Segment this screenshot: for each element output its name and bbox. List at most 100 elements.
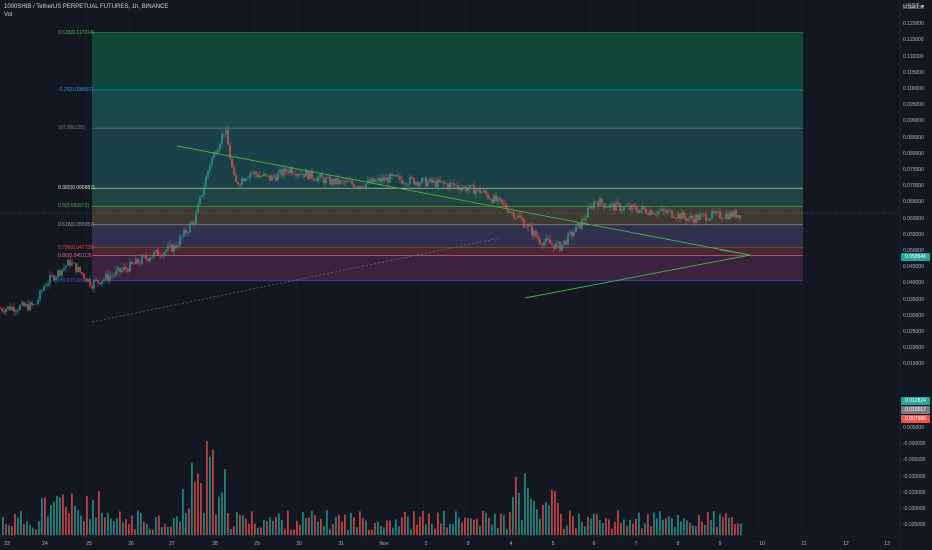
volume-bar bbox=[5, 524, 7, 535]
dashed-trend-line bbox=[91, 237, 501, 323]
candle-body bbox=[359, 186, 361, 188]
candle-body bbox=[731, 212, 733, 217]
volume-bar bbox=[326, 510, 328, 535]
symbol-title[interactable]: 1000SHIB / TetherUS PERPETUAL FUTURES, 1… bbox=[4, 4, 169, 10]
volume-bar bbox=[677, 514, 679, 535]
candle-body bbox=[177, 245, 179, 248]
candle-body bbox=[57, 270, 59, 278]
date-axis-tick: 2 bbox=[424, 541, 428, 547]
candle-body bbox=[149, 258, 151, 261]
volume-axis-tick: -0.005000 bbox=[903, 457, 926, 464]
volume-bar bbox=[692, 525, 694, 535]
candle-body bbox=[239, 184, 241, 186]
candle-body bbox=[379, 178, 381, 182]
candle-body bbox=[455, 185, 457, 186]
volume-bar bbox=[710, 520, 712, 535]
volume-bar bbox=[644, 523, 646, 535]
volume-bar bbox=[374, 522, 376, 535]
volume-bar bbox=[194, 482, 196, 535]
candle-body bbox=[241, 178, 243, 185]
candle-body bbox=[17, 309, 19, 311]
candle-body bbox=[615, 202, 617, 211]
candle-body bbox=[575, 226, 577, 233]
volume-bar bbox=[131, 515, 133, 535]
volume-bar bbox=[278, 513, 280, 535]
candle-body bbox=[143, 256, 145, 257]
volume-bar bbox=[287, 510, 289, 535]
price-axis-tick: 0.085000 bbox=[903, 134, 924, 141]
candle-body bbox=[507, 208, 509, 213]
candle-body bbox=[509, 211, 511, 213]
candle-body bbox=[367, 179, 369, 184]
volume-bar bbox=[104, 517, 106, 535]
candle-body bbox=[403, 183, 405, 184]
candle-body bbox=[413, 178, 415, 185]
candle-body bbox=[571, 232, 573, 236]
volume-bar bbox=[662, 519, 664, 535]
volume-bar bbox=[449, 523, 451, 535]
candle-body bbox=[639, 209, 641, 213]
candle-body bbox=[497, 197, 499, 202]
volume-bar bbox=[296, 520, 298, 535]
date-axis-tick: Nov bbox=[379, 541, 389, 547]
candle-body bbox=[7, 306, 9, 309]
candle-body bbox=[319, 174, 321, 178]
candle-body bbox=[577, 223, 579, 227]
candle-body bbox=[709, 218, 711, 221]
candle-body bbox=[185, 229, 187, 233]
volume-bar bbox=[164, 524, 166, 535]
candle-body bbox=[13, 307, 15, 312]
candle-body bbox=[171, 244, 173, 252]
volume-bar bbox=[380, 526, 382, 535]
volume-bar bbox=[497, 527, 499, 535]
candle-body bbox=[325, 177, 327, 184]
candle-body bbox=[237, 182, 239, 185]
currency-selector[interactable]: USDT ▾ bbox=[903, 3, 924, 10]
price-axis-tick: 0.095000 bbox=[903, 102, 924, 109]
volume-bar bbox=[581, 521, 583, 535]
volume-bar bbox=[680, 521, 682, 535]
volume-bar bbox=[71, 493, 73, 535]
volume-bar bbox=[74, 505, 76, 535]
candle-body bbox=[157, 250, 159, 256]
candle-body bbox=[581, 219, 583, 229]
candle-body bbox=[657, 211, 659, 215]
volume-bar bbox=[80, 515, 82, 535]
candle-body bbox=[235, 174, 237, 183]
volume-bar bbox=[308, 517, 310, 535]
candle-body bbox=[595, 201, 597, 203]
candle-body bbox=[409, 176, 411, 184]
volume-bar bbox=[17, 517, 19, 535]
candle-body bbox=[165, 250, 167, 253]
fib-level-label: 0.86(0.045113) bbox=[58, 252, 92, 259]
candle-body bbox=[423, 177, 425, 179]
volume-bar bbox=[302, 512, 304, 535]
candle-body bbox=[345, 180, 347, 183]
volume-bar bbox=[632, 523, 634, 535]
candle-body bbox=[341, 180, 343, 181]
volume-bar bbox=[458, 517, 460, 535]
volume-bar bbox=[392, 527, 394, 535]
candle-body bbox=[323, 177, 325, 184]
candle-body bbox=[277, 172, 279, 181]
candle-body bbox=[9, 306, 11, 311]
candle-body bbox=[443, 181, 445, 184]
volume-bar bbox=[230, 528, 232, 535]
candle-body bbox=[651, 210, 653, 215]
candle-body bbox=[67, 260, 69, 266]
candle-body bbox=[87, 278, 89, 282]
candle-body bbox=[247, 177, 249, 179]
candle-body bbox=[135, 258, 137, 265]
volume-bar bbox=[461, 522, 463, 535]
candle-body bbox=[47, 283, 49, 286]
fib-level-label: 0.5(0.060972) bbox=[58, 203, 90, 210]
candle-body bbox=[411, 176, 413, 179]
volume-indicator-label[interactable]: Vol bbox=[4, 12, 13, 18]
candle-body bbox=[683, 212, 685, 218]
volume-bar bbox=[431, 523, 433, 535]
volume-bar bbox=[488, 517, 490, 535]
date-axis-tick: 3 bbox=[466, 541, 470, 547]
candle-body bbox=[129, 261, 131, 272]
candle-body bbox=[309, 170, 311, 180]
